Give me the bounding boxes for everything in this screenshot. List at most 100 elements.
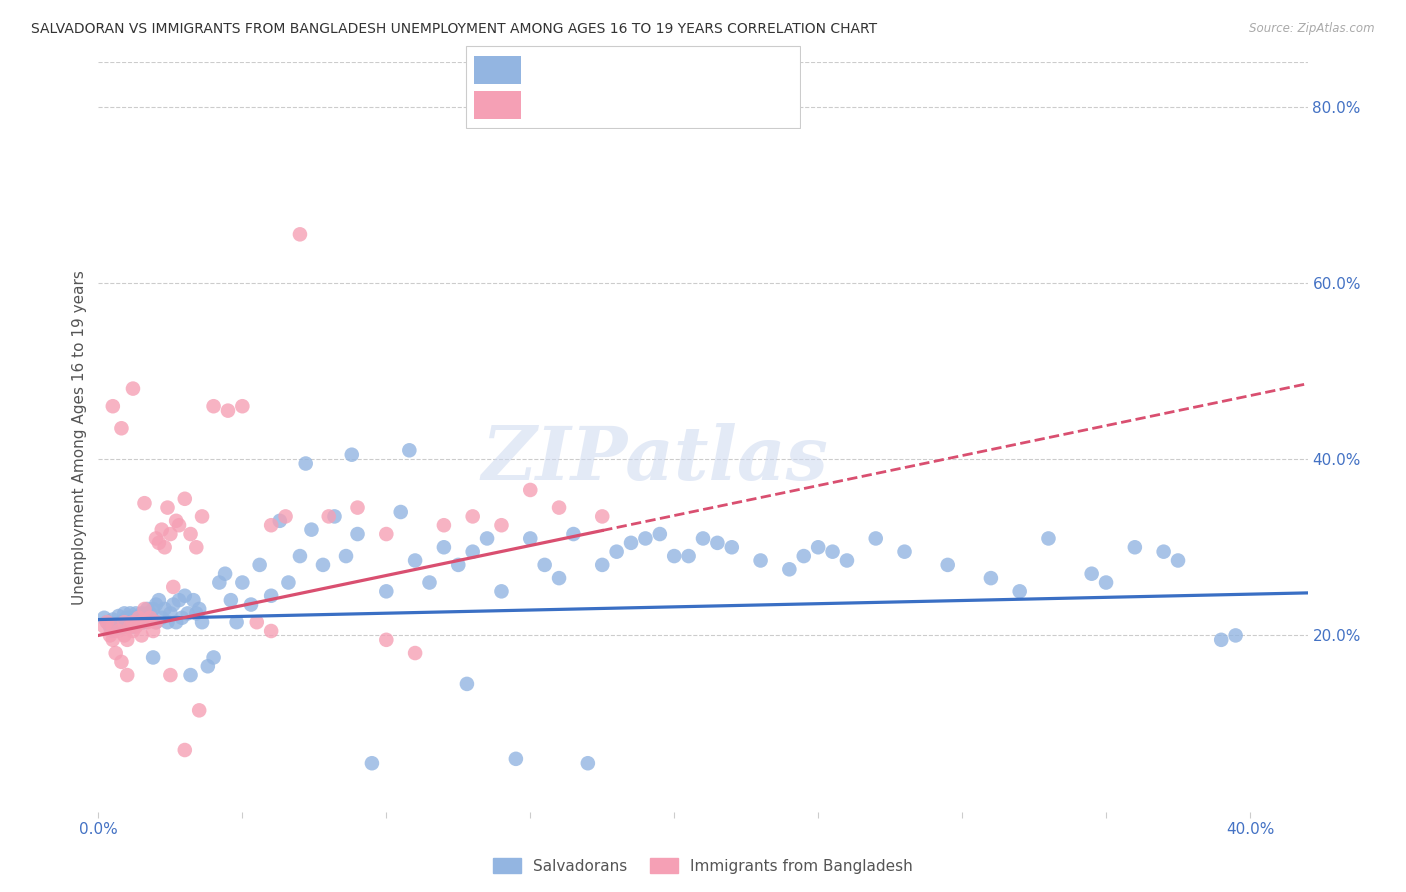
Text: R =: R = xyxy=(530,62,565,77)
Point xyxy=(375,527,398,541)
Text: Source: ZipAtlas.com: Source: ZipAtlas.com xyxy=(1250,22,1375,36)
Point xyxy=(131,615,153,630)
Point xyxy=(606,544,628,558)
Point xyxy=(134,615,156,630)
FancyBboxPatch shape xyxy=(474,56,522,84)
Point xyxy=(165,615,187,630)
Point xyxy=(260,518,283,533)
Point xyxy=(112,615,135,630)
Point xyxy=(101,619,124,633)
Point xyxy=(162,580,184,594)
Point xyxy=(778,562,800,576)
Point xyxy=(131,607,153,621)
Point xyxy=(865,532,887,546)
Point xyxy=(134,496,156,510)
Text: 117: 117 xyxy=(689,62,718,77)
Point xyxy=(145,615,167,630)
Point xyxy=(153,541,176,555)
Point xyxy=(318,509,340,524)
Point xyxy=(1167,553,1189,567)
Point xyxy=(346,527,368,541)
Point xyxy=(591,509,613,524)
Point xyxy=(202,399,225,413)
Point xyxy=(335,549,357,563)
Point xyxy=(1095,575,1118,590)
Point xyxy=(136,607,159,621)
Point xyxy=(202,650,225,665)
Point xyxy=(1038,532,1060,546)
Point xyxy=(505,752,527,766)
Point xyxy=(162,598,184,612)
Point xyxy=(1225,628,1247,642)
Point xyxy=(96,615,118,630)
Point xyxy=(404,646,426,660)
Point xyxy=(576,756,599,771)
Point xyxy=(240,598,263,612)
Point xyxy=(159,527,181,541)
Point xyxy=(122,619,145,633)
Point xyxy=(148,593,170,607)
Point xyxy=(112,628,135,642)
Point xyxy=(115,611,138,625)
Point xyxy=(433,518,456,533)
Point xyxy=(128,615,150,630)
Point xyxy=(142,624,165,638)
Text: 0.078: 0.078 xyxy=(568,62,614,77)
Point xyxy=(491,584,513,599)
Point xyxy=(340,448,363,462)
Point xyxy=(249,558,271,572)
Point xyxy=(664,549,686,563)
Point xyxy=(115,632,138,647)
Point xyxy=(217,403,239,417)
Point xyxy=(720,541,742,555)
Text: SALVADORAN VS IMMIGRANTS FROM BANGLADESH UNEMPLOYMENT AMONG AGES 16 TO 19 YEARS : SALVADORAN VS IMMIGRANTS FROM BANGLADESH… xyxy=(31,22,877,37)
Point xyxy=(110,615,132,630)
Point xyxy=(706,536,728,550)
Point xyxy=(165,514,187,528)
Point xyxy=(136,602,159,616)
Point xyxy=(125,613,148,627)
Point xyxy=(375,632,398,647)
Point xyxy=(277,575,299,590)
Point xyxy=(156,500,179,515)
Point xyxy=(793,549,815,563)
Point xyxy=(375,584,398,599)
Point xyxy=(107,621,129,635)
Point xyxy=(323,509,346,524)
Point xyxy=(122,611,145,625)
Point xyxy=(807,541,830,555)
Point xyxy=(936,558,959,572)
Point xyxy=(98,619,121,633)
Text: 63: 63 xyxy=(689,96,709,112)
Point xyxy=(835,553,858,567)
Point xyxy=(461,544,484,558)
Text: N =: N = xyxy=(650,96,686,112)
Point xyxy=(980,571,1002,585)
Point xyxy=(231,399,253,413)
Point xyxy=(893,544,915,558)
Point xyxy=(188,703,211,717)
Point xyxy=(398,443,420,458)
Point xyxy=(110,655,132,669)
Point xyxy=(173,743,195,757)
Point xyxy=(519,532,541,546)
Point xyxy=(447,558,470,572)
Text: ZIPatlas: ZIPatlas xyxy=(481,424,828,496)
Point xyxy=(274,509,297,524)
Point xyxy=(120,607,142,621)
Point xyxy=(404,553,426,567)
Point xyxy=(167,518,190,533)
Point xyxy=(361,756,384,771)
Point xyxy=(288,549,311,563)
Point xyxy=(115,619,138,633)
Point xyxy=(98,628,121,642)
Point xyxy=(150,611,173,625)
Point xyxy=(170,611,193,625)
Point xyxy=(134,602,156,616)
Point xyxy=(142,602,165,616)
Point xyxy=(128,611,150,625)
Point xyxy=(180,668,202,682)
Point xyxy=(110,421,132,435)
Point xyxy=(180,527,202,541)
Point xyxy=(197,659,219,673)
